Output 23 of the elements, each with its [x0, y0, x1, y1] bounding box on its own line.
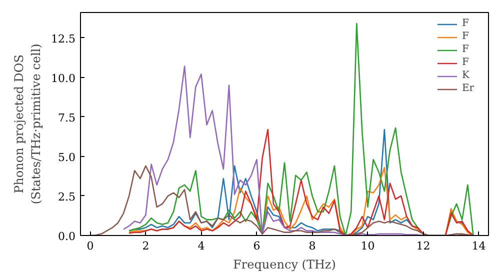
y-tick-label: 10.0 [51, 72, 76, 85]
y-tick-label: 0.0 [58, 230, 76, 243]
legend-label: F [462, 31, 470, 42]
y-tick-label: 2.5 [58, 190, 76, 204]
x-axis-title: Frequency (THz) [233, 258, 336, 272]
x-tick-label: 2 [142, 240, 150, 252]
x-tick-label: 10 [360, 240, 375, 252]
legend-label: K [462, 70, 471, 81]
x-tick-label: 6 [253, 240, 260, 252]
x-tick-label: 0 [86, 240, 94, 252]
y-tick-label: 12.5 [51, 32, 76, 46]
line-series [128, 128, 474, 236]
x-tick-label: 8 [308, 240, 316, 252]
y-tick-label: 7.5 [58, 111, 76, 124]
x-tick-label: 14 [472, 240, 486, 252]
x-tick-label: 12 [416, 240, 430, 252]
y-axis-title: Phonon projected DOS (States/THz·primitive cell) [12, 44, 44, 204]
legend-label: F [462, 18, 470, 29]
legend-label: F [462, 57, 470, 68]
legend-label: Er [462, 83, 476, 94]
y-tick-label: 5.0 [58, 150, 76, 164]
legend-label: F [462, 44, 470, 55]
x-tick-label: 4 [198, 240, 205, 252]
